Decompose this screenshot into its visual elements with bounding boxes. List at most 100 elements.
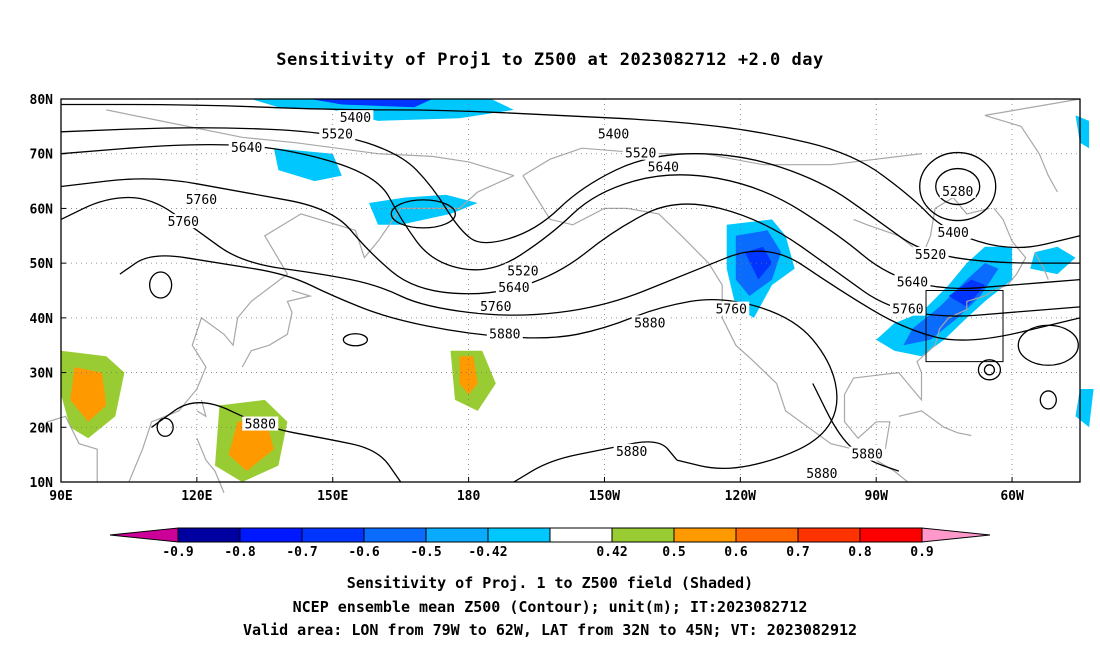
contour-label-bg: [849, 446, 886, 461]
contour-label-bg: [504, 263, 541, 278]
colorbar-swatch: [611, 527, 675, 543]
lat-tick-label: 50N: [30, 257, 54, 272]
contour-label-bg: [622, 145, 659, 160]
lat-tick-label: 60N: [30, 202, 54, 217]
contour-low-baffin-outer: [919, 151, 997, 222]
contour-label: 5760: [892, 303, 923, 318]
lat-tick-labels: 80N 70N 60N 50N 40N 30N 20N 10N: [30, 93, 66, 491]
colorbar-label: 0.42: [596, 545, 627, 560]
contour-label-bg: [631, 315, 668, 330]
shade-atlantic: [1030, 246, 1076, 275]
contour-label-bg: [183, 192, 220, 207]
caption-line-1: Sensitivity of Proj. 1 to Z500 field (Sh…: [346, 574, 754, 592]
coast-west-na: [522, 175, 909, 483]
contour-label: 5400: [340, 111, 371, 126]
contour-label-bg: [595, 126, 632, 141]
z500-contours: [60, 103, 1081, 483]
lat-tick-label: 70N: [30, 148, 54, 163]
contour-labels: 5400552056405760576055205640576058805400…: [165, 110, 976, 482]
colorbar-label: -0.5: [410, 545, 441, 560]
colorbar-label: 0.5: [662, 545, 685, 560]
contour-label: 5760: [168, 215, 199, 230]
colorbar-swatch: [487, 527, 551, 543]
coast-southasia: [42, 415, 98, 482]
contour-label: 5760: [480, 300, 511, 315]
lat-tick-label: 40N: [30, 312, 54, 327]
shade-greenland: [1075, 115, 1090, 149]
shade-kamchatka: [369, 194, 478, 225]
contour-label: 5640: [897, 275, 928, 290]
contour-label-bg: [803, 465, 840, 480]
contour-label-bg: [935, 225, 972, 240]
map-frame: [60, 98, 1081, 483]
contour-label: 5880: [616, 445, 647, 460]
contour-low-china: [148, 271, 173, 299]
contour-label-bg: [228, 140, 265, 155]
contour-label-bg: [486, 326, 523, 341]
colorbar-swatch: [425, 527, 489, 543]
contour-5880-north: [119, 255, 838, 469]
coast-east-asia: [128, 175, 515, 483]
contour-label: 5760: [716, 303, 747, 318]
coast-taiwan: [196, 399, 207, 418]
lon-tick-label: 180: [457, 489, 481, 504]
contour-label-bg: [912, 246, 949, 261]
contour-label-bg: [165, 214, 202, 229]
coast-newfoundland: [1034, 251, 1049, 280]
colorbar-swatch: [797, 527, 861, 543]
lat-tick-label: 20N: [30, 421, 54, 436]
contour-label-bg: [337, 110, 374, 125]
colorbar-swatch: [239, 527, 303, 543]
colorbar-label: -0.6: [348, 545, 379, 560]
contour-label-bg: [613, 443, 650, 458]
lon-tick-labels: 90E 120E 150E 180 150W 120W 90W 60W: [49, 477, 1024, 504]
contour-high-pacific: [342, 333, 369, 347]
lon-tick-label: 60W: [1000, 489, 1024, 504]
contour-5640: [60, 143, 1081, 290]
contour-label: 5400: [938, 226, 969, 241]
contour-label: 5520: [322, 128, 353, 143]
contour-label: 5520: [625, 147, 656, 162]
contour-label: 5760: [186, 193, 217, 208]
shade-atlantic-south: [1075, 389, 1094, 428]
valid-area-box: [925, 290, 1004, 363]
contour-label: 5520: [507, 264, 538, 279]
contour-low-atlantic-east: [1039, 390, 1057, 410]
colorbar-label: -0.7: [286, 545, 317, 560]
contour-label-bg: [242, 416, 279, 431]
contour-label-bg: [894, 274, 931, 289]
lon-tick-label: 90W: [864, 489, 888, 504]
coast-greenland: [984, 98, 1081, 193]
contour-low-okhotsk: [390, 199, 456, 229]
sensitivity-shading: [61, 99, 1094, 482]
contour-label-bg: [477, 298, 514, 313]
coastlines: [42, 98, 1081, 494]
lat-tick-label: 10N: [30, 476, 54, 491]
contour-label-bg: [889, 301, 926, 316]
colorbar-label: 0.9: [910, 545, 933, 560]
colorbar-swatch: [549, 527, 613, 543]
lat-tick-label: 80N: [30, 93, 54, 108]
colorbar-label: 0.7: [786, 545, 809, 560]
contour-5400: [61, 103, 1081, 249]
colorbar-swatch: [301, 527, 365, 543]
contour-label: 5640: [648, 160, 679, 175]
contour-label: 5520: [915, 248, 946, 263]
lon-tick-label: 120E: [181, 489, 212, 504]
colorbar-low-extend: [109, 527, 179, 543]
contour-label: 5400: [598, 128, 629, 143]
contour-label-bg: [713, 301, 750, 316]
colorbar-swatch: [177, 527, 241, 543]
contour-5520: [60, 127, 1080, 264]
contour-label: 5880: [806, 467, 837, 482]
shade-arctic-dark: [310, 99, 433, 108]
shade-india-orange: [70, 367, 107, 422]
contour-5760b: [60, 196, 1081, 341]
contour-label-bg: [939, 184, 976, 199]
contour-low-scs: [156, 417, 174, 437]
lon-tick-label: 90E: [49, 489, 72, 504]
coast-hudson: [853, 196, 990, 259]
contour-5760a: [60, 178, 1081, 317]
contour-low-atlantic: [977, 359, 1002, 381]
